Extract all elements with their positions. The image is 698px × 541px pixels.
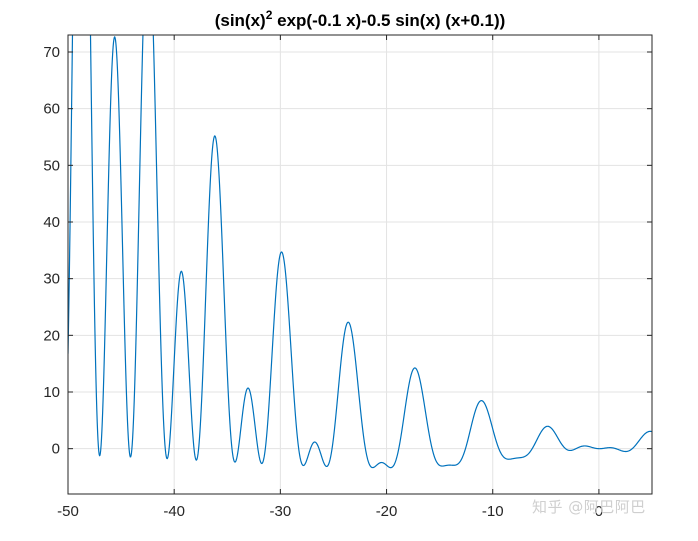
ticks: [67, 35, 652, 494]
x-tick-labels: -50 -40 -30 -20 -10 0: [57, 503, 603, 520]
chart-title: (sin(x)2 exp(-0.1 x)-0.5 sin(x) (x+0.1)): [215, 8, 506, 30]
chart-title-superscript: 2: [266, 8, 273, 22]
x-tick-label: -50: [57, 503, 79, 520]
x-tick-label: -10: [482, 503, 504, 520]
y-tick-labels: 0 10 20 30 40 50 60 70: [43, 44, 60, 458]
chart-title-part-1: (sin(x): [215, 11, 266, 30]
y-tick-label: 50: [43, 157, 60, 174]
chart-title-part-2: exp(-0.1 x)-0.5 sin(x) (x+0.1)): [272, 11, 505, 30]
watermark: 知乎 @阿巴阿巴: [532, 498, 646, 516]
grid: [67, 35, 652, 494]
x-tick-label: -30: [270, 503, 292, 520]
series-layer: [68, 35, 652, 469]
x-tick-label: -20: [376, 503, 398, 520]
series-line: [68, 35, 652, 469]
x-tick-label: -40: [163, 503, 185, 520]
y-tick-label: 30: [43, 271, 60, 288]
y-tick-label: 10: [43, 384, 60, 401]
x-tick-label: 0: [595, 503, 603, 520]
y-tick-label: 70: [43, 44, 60, 61]
plot-frame: [67, 34, 653, 495]
y-tick-label: 40: [43, 214, 60, 231]
y-tick-label: 0: [52, 441, 60, 458]
y-tick-label: 60: [43, 101, 60, 118]
y-tick-label: 20: [43, 327, 60, 344]
plot-background: [68, 35, 652, 494]
